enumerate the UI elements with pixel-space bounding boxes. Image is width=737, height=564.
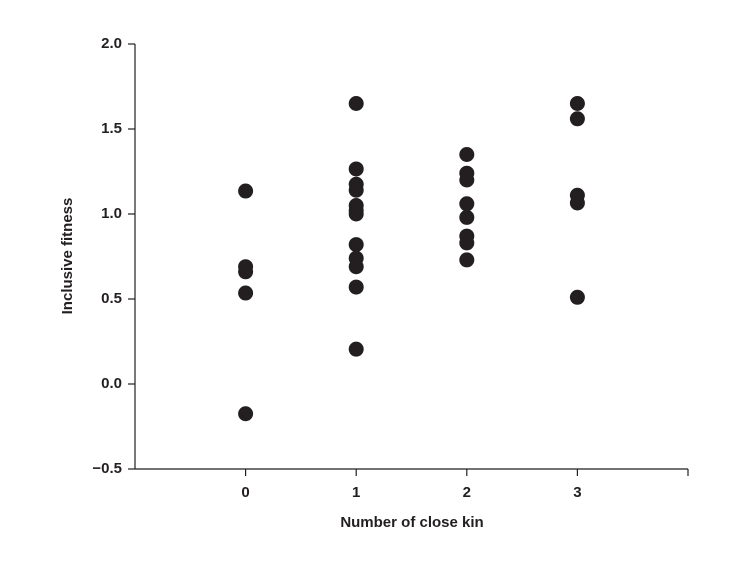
point bbox=[238, 183, 254, 199]
x-tick-label: 2 bbox=[463, 484, 471, 501]
point bbox=[238, 406, 254, 422]
point bbox=[348, 182, 364, 198]
x-tick-label: 3 bbox=[573, 484, 581, 501]
y-tick-label: −0.5 bbox=[92, 460, 122, 477]
x-tick-label: 0 bbox=[241, 484, 249, 501]
point bbox=[348, 96, 364, 111]
point bbox=[569, 195, 585, 211]
point bbox=[348, 341, 364, 357]
y-tick-label: 0.0 bbox=[101, 375, 122, 392]
y-tick-label: 1.5 bbox=[101, 120, 122, 137]
point bbox=[569, 111, 585, 127]
x-axis-label: Number of close kin bbox=[340, 514, 483, 531]
point bbox=[459, 209, 475, 225]
point bbox=[459, 147, 475, 162]
point bbox=[348, 206, 364, 222]
point bbox=[569, 96, 585, 111]
point bbox=[459, 252, 475, 268]
point bbox=[348, 161, 364, 177]
y-tick-label: 1.0 bbox=[101, 205, 122, 222]
point bbox=[348, 259, 364, 275]
point bbox=[569, 289, 585, 305]
point bbox=[459, 196, 475, 212]
x-tick-label: 1 bbox=[352, 484, 360, 501]
point bbox=[459, 235, 475, 251]
y-axis-label: Inclusive fitness bbox=[59, 198, 76, 315]
point bbox=[348, 279, 364, 295]
point bbox=[238, 264, 254, 280]
y-tick-label: 2.0 bbox=[101, 35, 122, 52]
point bbox=[238, 285, 254, 301]
y-tick-label: 0.5 bbox=[101, 290, 122, 307]
point bbox=[459, 172, 475, 188]
point bbox=[348, 237, 364, 253]
